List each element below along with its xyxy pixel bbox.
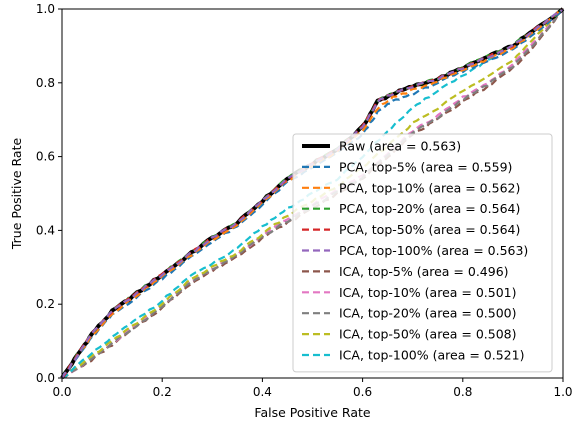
y-tick-label: 0.8 — [36, 76, 55, 90]
x-tick-label: 0.0 — [52, 385, 71, 399]
y-tick-label: 0.2 — [36, 297, 55, 311]
x-tick-label: 0.8 — [453, 385, 472, 399]
x-tick-label: 0.6 — [353, 385, 372, 399]
y-axis-label: True Positive Rate — [9, 138, 24, 251]
x-tick-label: 0.2 — [153, 385, 172, 399]
legend-label: PCA, top-50% (area = 0.564) — [339, 222, 520, 237]
y-tick-label: 1.0 — [36, 2, 55, 16]
legend-label: ICA, top-5% (area = 0.496) — [339, 264, 509, 279]
plot-frame — [61, 8, 564, 379]
legend-label: ICA, top-10% (area = 0.501) — [339, 285, 517, 300]
x-axis: 0.0 0.2 0.4 0.6 0.8 1.0 — [52, 378, 573, 399]
legend: Raw (area = 0.563) PCA, top-5% (area = 0.… — [292, 133, 553, 373]
legend-label: PCA, top-10% (area = 0.562) — [339, 180, 520, 195]
y-tick-label: 0.4 — [36, 223, 55, 237]
legend-label: PCA, top-100% (area = 0.563) — [339, 243, 528, 258]
legend-label: PCA, top-5% (area = 0.559) — [339, 159, 512, 174]
y-tick-label: 0.6 — [36, 150, 55, 164]
series-line — [61, 8, 564, 379]
legend-label: Raw (area = 0.563) — [339, 139, 461, 154]
y-tick-label: 0.0 — [36, 371, 55, 385]
legend-label: ICA, top-20% (area = 0.500) — [339, 306, 517, 321]
legend-box — [292, 133, 553, 373]
legend-label: ICA, top-50% (area = 0.508) — [339, 327, 517, 342]
legend-label: ICA, top-100% (area = 0.521) — [339, 348, 524, 363]
x-tick-label: 0.4 — [253, 385, 272, 399]
y-axis: 0.0 0.2 0.4 0.6 0.8 1.0 — [36, 2, 62, 385]
x-axis-label: False Positive Rate — [254, 405, 370, 420]
legend-label: PCA, top-20% (area = 0.564) — [339, 201, 520, 216]
x-tick-label: 1.0 — [553, 385, 572, 399]
series-line — [61, 8, 564, 379]
